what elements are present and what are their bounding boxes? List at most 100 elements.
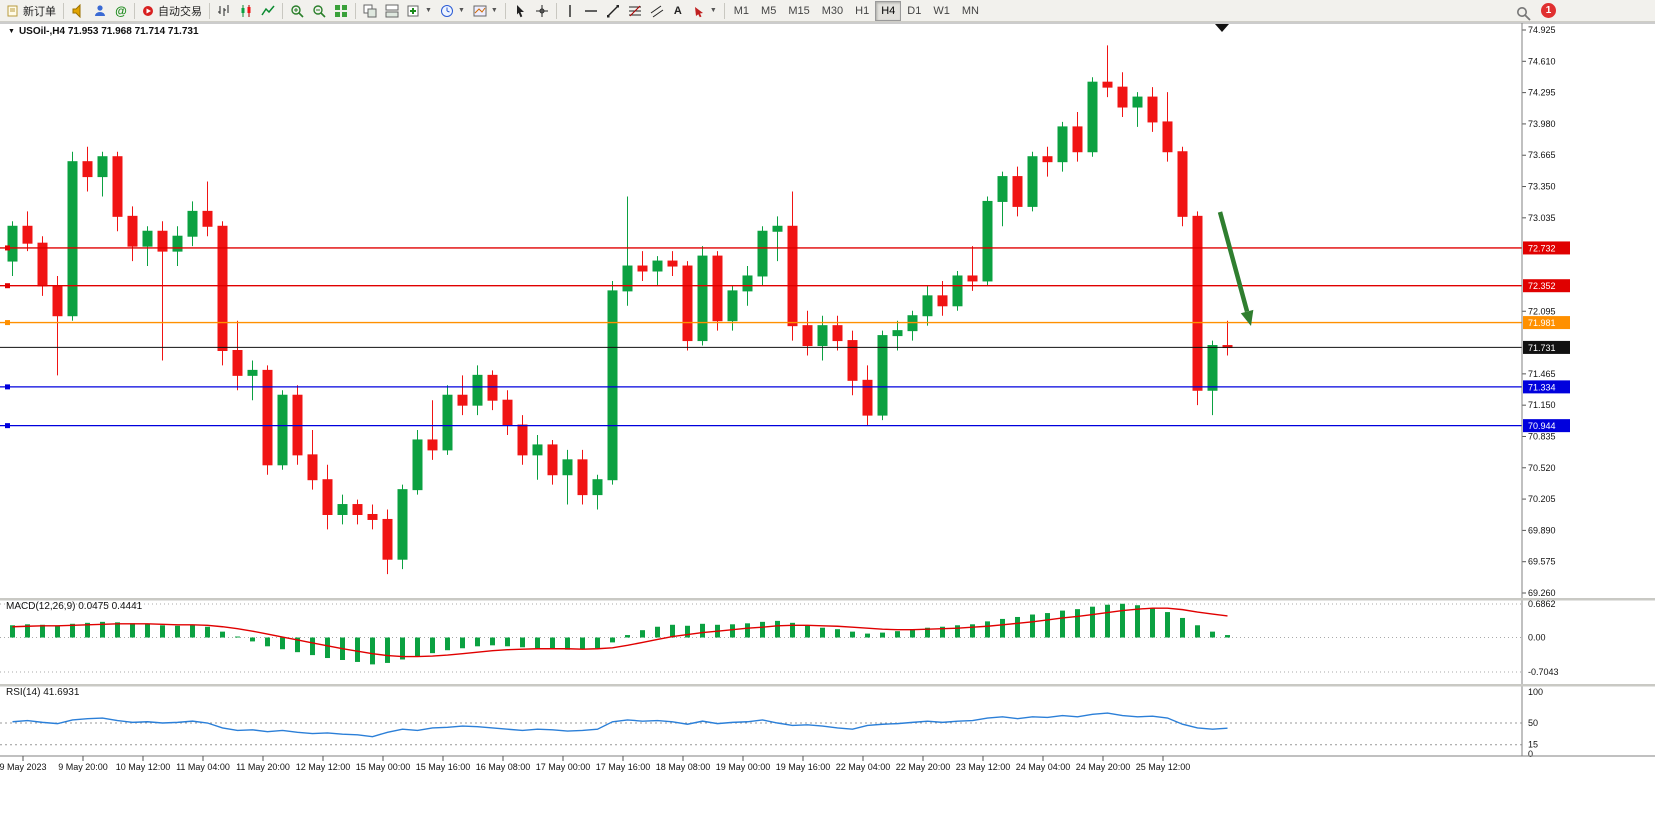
- svg-text:12 May 12:00: 12 May 12:00: [296, 762, 351, 772]
- horizontal-line-70.944[interactable]: [0, 423, 1522, 429]
- svg-text:69.890: 69.890: [1528, 525, 1556, 535]
- new-chart-button[interactable]: ▼: [403, 1, 436, 21]
- period-clock-button[interactable]: ▼: [436, 1, 469, 21]
- svg-text:100: 100: [1528, 687, 1543, 697]
- text-tool-button[interactable]: A: [668, 1, 688, 21]
- horizontal-line-72.352[interactable]: [0, 283, 1522, 289]
- sound-button[interactable]: [67, 1, 89, 21]
- timeframe-m15-button[interactable]: M15: [782, 1, 815, 21]
- horizontal-line-71.981[interactable]: [0, 320, 1522, 326]
- zoom-out-icon: [313, 4, 326, 18]
- new-chart-icon: [407, 5, 419, 16]
- profile-button[interactable]: [89, 1, 111, 21]
- svg-text:70.944: 70.944: [1528, 421, 1556, 431]
- svg-text:22 May 04:00: 22 May 04:00: [836, 762, 891, 772]
- auto-trading-button[interactable]: 自动交易: [138, 1, 206, 21]
- fibonacci-tool-button[interactable]: [624, 1, 646, 21]
- svg-text:22 May 20:00: 22 May 20:00: [896, 762, 951, 772]
- rsi-pane[interactable]: 100 50 150: [0, 687, 1543, 759]
- separator: [355, 2, 356, 19]
- separator: [209, 2, 210, 19]
- separator: [134, 2, 135, 19]
- timeframe-h4-button[interactable]: H4: [875, 0, 902, 21]
- svg-text:70.205: 70.205: [1528, 494, 1556, 504]
- separator: [723, 2, 725, 19]
- svg-text:15 May 16:00: 15 May 16:00: [416, 762, 471, 772]
- svg-text:69.260: 69.260: [1528, 588, 1556, 598]
- symbol-info-label: ▼ USOil-,H4 71.953 71.968 71.714 71.731: [8, 26, 199, 37]
- price-axis[interactable]: 74.925 74.610 74.295 73.980 73.665 73.350 73.0…: [1522, 25, 1570, 598]
- community-button[interactable]: @: [111, 1, 131, 21]
- line-chart-button[interactable]: [257, 1, 279, 21]
- macd-pane[interactable]: 0.6862 0.00 -0.7043: [0, 599, 1559, 677]
- svg-text:70.835: 70.835: [1528, 431, 1556, 441]
- svg-text:74.925: 74.925: [1528, 25, 1556, 35]
- svg-text:-0.7043: -0.7043: [1528, 667, 1559, 677]
- horizontal-line-icon: [584, 9, 597, 12]
- notification-badge[interactable]: 1: [1541, 3, 1556, 18]
- zoom-out-button[interactable]: [308, 1, 330, 21]
- trend-arrow[interactable]: [1217, 211, 1254, 326]
- svg-text:69.575: 69.575: [1528, 557, 1556, 567]
- new-order-icon: [7, 5, 18, 17]
- arrange-windows-button[interactable]: [381, 1, 403, 21]
- candlestick-chart-button[interactable]: [235, 1, 257, 21]
- timeframe-w1-button[interactable]: W1: [927, 1, 956, 21]
- svg-text:9 May 2023: 9 May 2023: [0, 762, 47, 772]
- arrows-tool-button[interactable]: ▼: [688, 1, 721, 21]
- svg-text:71.334: 71.334: [1528, 382, 1556, 392]
- timeframe-h1-button[interactable]: H1: [849, 1, 875, 21]
- rsi-indicator-label: RSI(14) 41.6931: [6, 687, 80, 698]
- timeframe-d1-button[interactable]: D1: [901, 1, 927, 21]
- template-button[interactable]: ▼: [469, 1, 502, 21]
- fibonacci-icon: [628, 5, 641, 16]
- zoom-in-button[interactable]: [286, 1, 308, 21]
- channel-icon: [650, 5, 664, 17]
- channel-tool-button[interactable]: [646, 1, 668, 21]
- svg-text:17 May 16:00: 17 May 16:00: [596, 762, 651, 772]
- bar-chart-button[interactable]: [213, 1, 235, 21]
- separator: [555, 2, 557, 19]
- svg-text:72.095: 72.095: [1528, 306, 1556, 316]
- pane-splitter[interactable]: [0, 684, 1655, 687]
- svg-text:0.00: 0.00: [1528, 633, 1546, 643]
- arrange-windows-icon: [385, 4, 399, 17]
- svg-text:10 May 12:00: 10 May 12:00: [116, 762, 171, 772]
- svg-text:24 May 20:00: 24 May 20:00: [1076, 762, 1131, 772]
- user-icon: [95, 4, 105, 16]
- timeframe-m30-button[interactable]: M30: [816, 1, 849, 21]
- arrows-tool-icon: [694, 6, 703, 17]
- pane-splitter[interactable]: [0, 598, 1655, 601]
- svg-text:0.6862: 0.6862: [1528, 599, 1556, 609]
- cascade-windows-button[interactable]: [359, 1, 381, 21]
- svg-text:19 May 00:00: 19 May 00:00: [716, 762, 771, 772]
- collapse-triangle-icon[interactable]: ▼: [8, 28, 15, 35]
- svg-text:24 May 04:00: 24 May 04:00: [1016, 762, 1071, 772]
- svg-text:17 May 00:00: 17 May 00:00: [536, 762, 591, 772]
- time-axis[interactable]: 9 May 2023 9 May 20:00 10 May 12:00 11 May …: [0, 755, 1655, 772]
- dropdown-arrow-icon: ▼: [425, 7, 432, 14]
- vertical-line-tool-button[interactable]: [560, 1, 580, 21]
- crosshair-tool-button[interactable]: [531, 1, 553, 21]
- tile-windows-icon: [335, 4, 347, 17]
- auto-trading-icon: [143, 6, 153, 16]
- svg-text:15: 15: [1528, 740, 1538, 750]
- horizontal-line-72.732[interactable]: [0, 245, 1522, 251]
- cursor-tool-button[interactable]: [509, 1, 531, 21]
- symbol-ohlc-text: USOil-,H4 71.953 71.968 71.714 71.731: [18, 26, 199, 37]
- line-chart-icon: [261, 5, 275, 15]
- svg-text:25 May 12:00: 25 May 12:00: [1136, 762, 1191, 772]
- timeframe-m5-button[interactable]: M5: [755, 1, 782, 21]
- horizontal-line-71.334[interactable]: [0, 384, 1522, 390]
- chart-search-button[interactable]: [1512, 3, 1535, 23]
- speaker-icon: [72, 3, 81, 18]
- timeframe-mn-button[interactable]: MN: [956, 1, 985, 21]
- trendline-tool-button[interactable]: [602, 1, 624, 21]
- svg-text:9 May 20:00: 9 May 20:00: [58, 762, 108, 772]
- tile-windows-button[interactable]: [330, 1, 352, 21]
- new-order-button[interactable]: 新订单: [3, 1, 60, 21]
- svg-text:50: 50: [1528, 718, 1538, 728]
- timeframe-m1-button[interactable]: M1: [728, 1, 755, 21]
- horizontal-line-tool-button[interactable]: [580, 1, 602, 21]
